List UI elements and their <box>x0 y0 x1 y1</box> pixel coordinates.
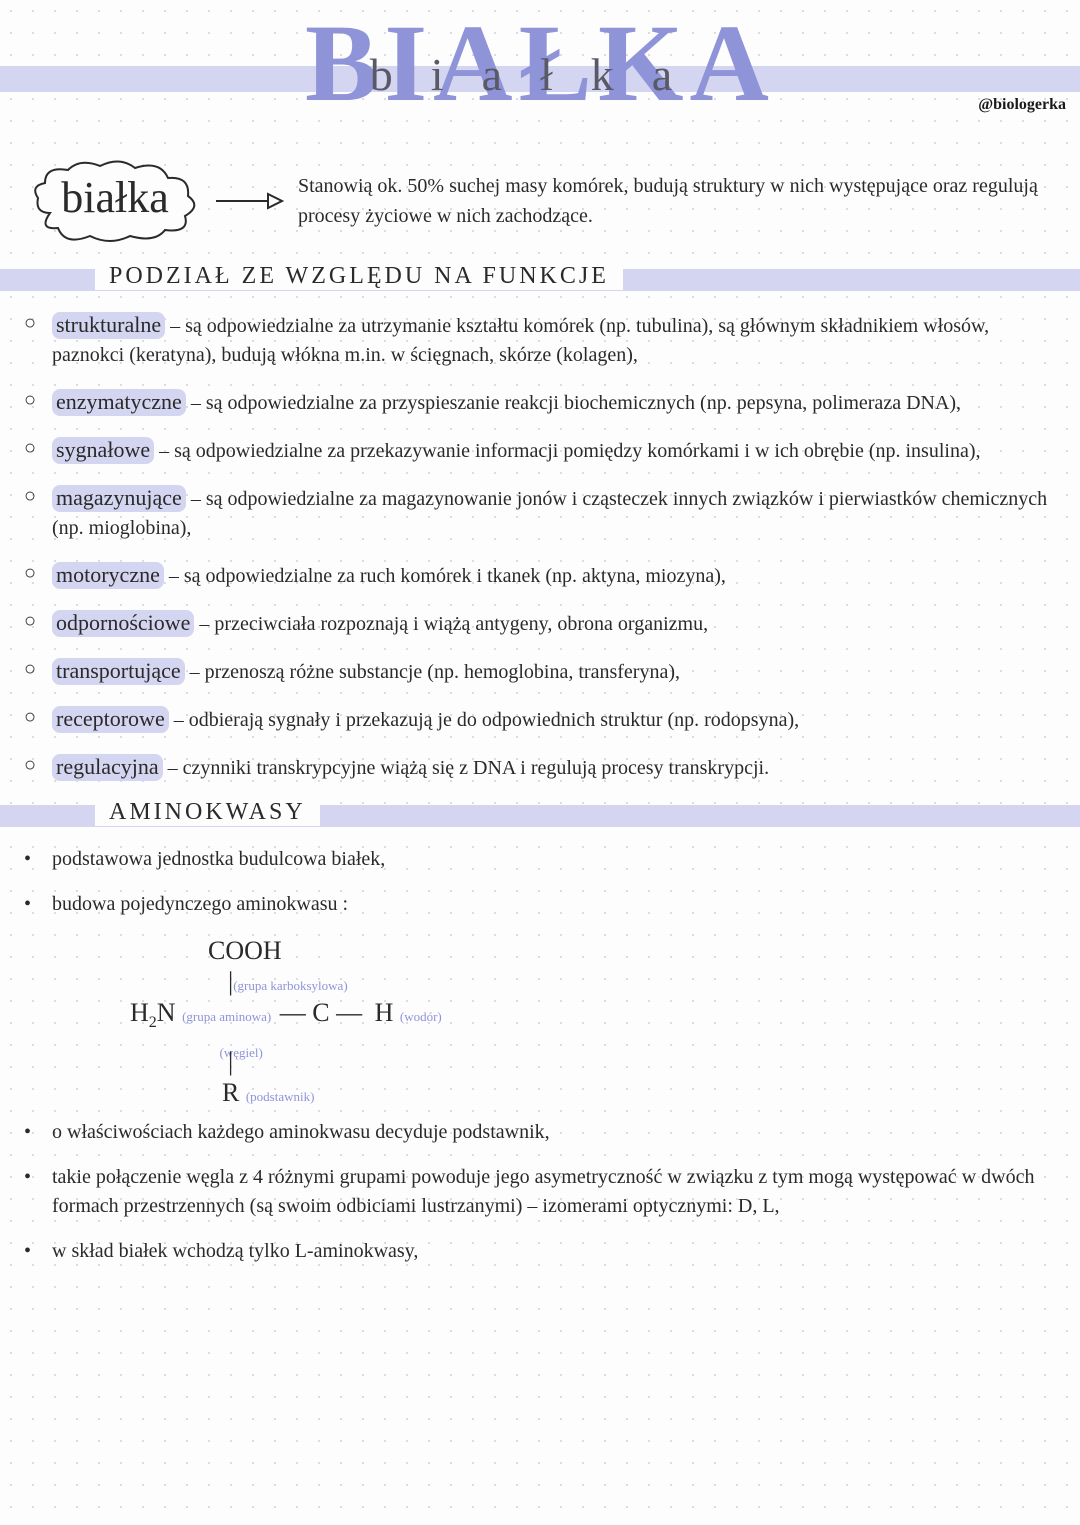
term-highlight: odpornościowe <box>52 610 194 637</box>
term-desc: – są odpowiedzialne za utrzymanie kształ… <box>52 315 989 366</box>
list-item-body: receptorowe – odbierają sygnały i przeka… <box>52 703 1056 735</box>
bullet-circle: ○ <box>24 386 42 418</box>
cloud-bubble: białka <box>30 158 200 243</box>
diagram-label-amino: (grupa aminowa) <box>182 1009 271 1024</box>
bullet-dot: • <box>24 1237 42 1266</box>
list-item-body: w skład białek wchodzą tylko L-aminokwas… <box>52 1237 1056 1266</box>
bullet-circle: ○ <box>24 607 42 639</box>
list-item-body: magazynujące – są odpowiedzialne za maga… <box>52 482 1056 543</box>
term-highlight: transportujące <box>52 658 185 685</box>
diagram-h2n: H2N <box>130 998 176 1027</box>
bullet-circle: ○ <box>24 751 42 783</box>
diagram-label-h: (wodór) <box>400 1009 442 1024</box>
amino-list-bottom: • o właściwościach każdego aminokwasu dec… <box>0 1118 1080 1266</box>
diagram-h: H <box>375 998 394 1027</box>
term-highlight: magazynujące <box>52 485 186 512</box>
bullet-circle: ○ <box>24 559 42 591</box>
term-highlight: motoryczne <box>52 562 164 589</box>
bullet-dot: • <box>24 1163 42 1221</box>
list-item: ○ sygnałowe – są odpowiedzialne za przeka… <box>24 434 1056 466</box>
term-desc: – odbierają sygnały i przekazują je do o… <box>169 709 799 731</box>
list-item: • budowa pojedynczego aminokwasu : <box>24 890 1056 919</box>
list-item: ○ receptorowe – odbierają sygnały i przek… <box>24 703 1056 735</box>
list-item-body: takie połączenie węgla z 4 różnymi grupa… <box>52 1163 1056 1221</box>
bullet-circle: ○ <box>24 482 42 543</box>
list-item-body: odpornościowe – przeciwciała rozpoznają … <box>52 607 1056 639</box>
term-desc: – przeciwciała rozpoznają i wiążą antyge… <box>194 613 708 635</box>
diagram-c: C <box>312 998 329 1027</box>
term-highlight: receptorowe <box>52 706 169 733</box>
bullet-circle: ○ <box>24 655 42 687</box>
section-header-aminokwasy: AMINOKWASY <box>0 799 1080 833</box>
list-item-body: transportujące – przenoszą różne substan… <box>52 655 1056 687</box>
section-title: AMINOKWASY <box>95 799 320 826</box>
bullet-dot: • <box>24 890 42 919</box>
diagram-cooh: COOH <box>208 936 282 965</box>
list-item: • o właściwościach każdego aminokwasu dec… <box>24 1118 1056 1147</box>
list-item-body: motoryczne – są odpowiedzialne za ruch k… <box>52 559 1056 591</box>
term-desc: – są odpowiedzialne za magazynowanie jon… <box>52 488 1047 539</box>
cloud-label: białka <box>30 172 200 223</box>
diagram-label-r: (podstawnik) <box>246 1089 315 1104</box>
list-item: ○ enzymatyczne – są odpowiedzialne za prz… <box>24 386 1056 418</box>
list-item-body: enzymatyczne – są odpowiedzialne za przy… <box>52 386 1056 418</box>
diagram-label-c: (węgiel) <box>220 1045 263 1060</box>
bullet-circle: ○ <box>24 434 42 466</box>
bullet-circle: ○ <box>24 309 42 370</box>
amino-list-top: •podstawowa jednostka budulcowa białek,•… <box>0 845 1080 919</box>
term-highlight: enzymatyczne <box>52 389 186 416</box>
term-desc: – przenoszą różne substancje (np. hemogl… <box>185 661 680 683</box>
section-header-funkcje: PODZIAŁ ZE WZGLĘDU NA FUNKCJE <box>0 263 1080 297</box>
bullet-dot: • <box>24 845 42 874</box>
arrow-icon <box>214 191 284 211</box>
term-highlight: sygnałowe <box>52 437 154 464</box>
list-item-body: podstawowa jednostka budulcowa białek, <box>52 845 1056 874</box>
list-item: •takie połączenie węgla z 4 różnymi grup… <box>24 1163 1056 1221</box>
list-item-body: o właściwościach każdego aminokwasu decy… <box>52 1118 1056 1147</box>
author-credit: @biologerka <box>978 96 1066 114</box>
function-list: ○strukturalne – są odpowiedzialne za utr… <box>0 309 1080 783</box>
bullet-dot: • <box>24 1118 42 1147</box>
list-item: ○strukturalne – są odpowiedzialne za utr… <box>24 309 1056 370</box>
amino-acid-diagram: COOH |(grupa karboksylowa) H2N (grupa am… <box>130 935 1080 1108</box>
list-item-body: sygnałowe – są odpowiedzialne za przekaz… <box>52 434 1056 466</box>
list-item: ○ regulacyjna – czynniki transkrypcyjne w… <box>24 751 1056 783</box>
list-item-body: regulacyjna – czynniki transkrypcyjne wi… <box>52 751 1056 783</box>
diagram-r: R <box>222 1078 239 1107</box>
term-highlight: regulacyjna <box>52 754 163 781</box>
page-title-block: BIAŁKA białka @biologerka <box>0 0 1080 150</box>
term-desc: – są odpowiedzialne za przyspieszanie re… <box>186 392 961 414</box>
list-item: ○ odpornościowe – przeciwciała rozpoznają… <box>24 607 1056 639</box>
term-highlight: strukturalne <box>52 312 165 339</box>
intro-row: białka Stanowią ok. 50% suchej masy komó… <box>0 150 1080 253</box>
term-desc: – są odpowiedzialne za przekazywanie inf… <box>154 440 980 462</box>
intro-text: Stanowią ok. 50% suchej masy komórek, bu… <box>298 171 1060 231</box>
list-item: ○ motoryczne – są odpowiedzialne za ruch … <box>24 559 1056 591</box>
list-item: ○magazynujące – są odpowiedzialne za mag… <box>24 482 1056 543</box>
list-item: • podstawowa jednostka budulcowa białek, <box>24 845 1056 874</box>
page-title: BIAŁKA <box>305 8 775 118</box>
term-desc: – czynniki transkrypcyjne wiążą się z DN… <box>163 757 769 779</box>
section-title: PODZIAŁ ZE WZGLĘDU NA FUNKCJE <box>95 263 623 290</box>
diagram-label-carboxyl: (grupa karboksylowa) <box>233 978 347 993</box>
list-item: • w skład białek wchodzą tylko L-aminokwa… <box>24 1237 1056 1266</box>
list-item: ○ transportujące – przenoszą różne substa… <box>24 655 1056 687</box>
list-item-body: strukturalne – są odpowiedzialne za utrz… <box>52 309 1056 370</box>
term-desc: – są odpowiedzialne za ruch komórek i tk… <box>164 565 726 587</box>
bullet-circle: ○ <box>24 703 42 735</box>
list-item-body: budowa pojedynczego aminokwasu : <box>52 890 1056 919</box>
